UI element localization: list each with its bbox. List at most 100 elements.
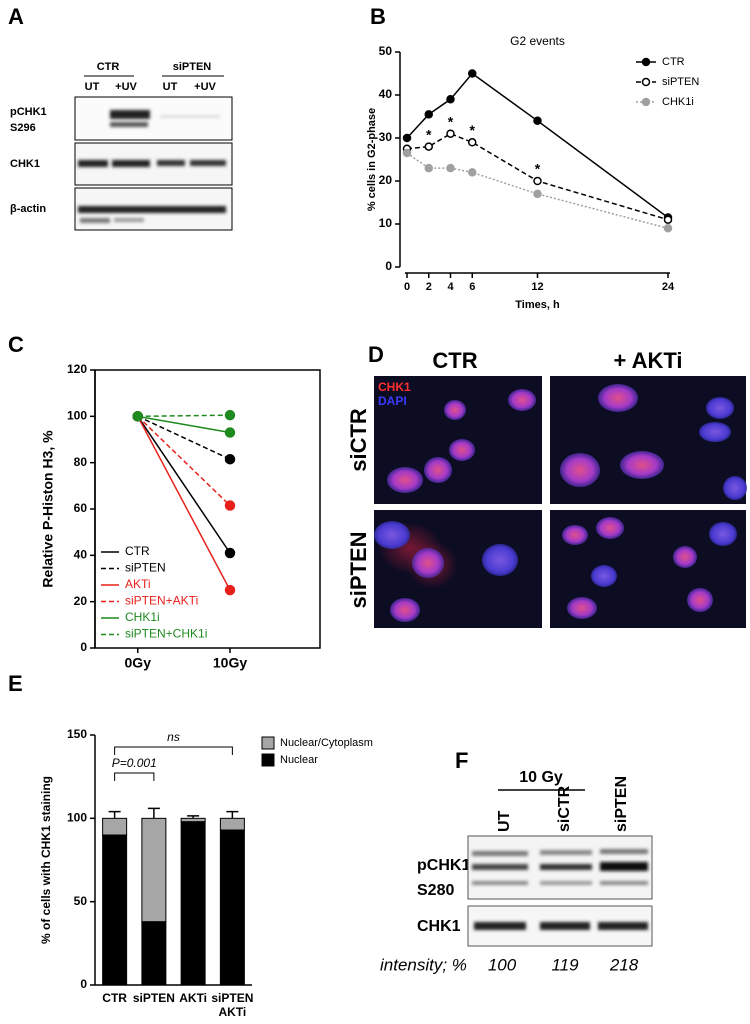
- panel-label: B: [370, 4, 386, 29]
- cell: [699, 422, 731, 442]
- bands: [472, 849, 648, 930]
- band: [540, 864, 592, 870]
- point: [533, 176, 542, 186]
- row-label: S296: [10, 122, 36, 134]
- x-tick-label: 12: [531, 281, 543, 293]
- cell: [598, 384, 638, 412]
- legend-marker: [641, 57, 651, 67]
- column-label: + AKTi: [613, 348, 682, 373]
- error-bar: [187, 815, 200, 819]
- point: [468, 138, 477, 147]
- bracket-label: P=0.001: [112, 756, 157, 770]
- y-tick-label: 80: [74, 455, 88, 469]
- point: [424, 110, 433, 119]
- cell: [562, 525, 588, 545]
- bar-segment: [102, 834, 128, 986]
- row-label: CHK1: [10, 158, 40, 170]
- legend-label: CTR: [662, 56, 685, 68]
- cell: [591, 565, 617, 587]
- x-tick-label: siPTEN: [132, 991, 175, 1005]
- band: [78, 206, 226, 213]
- legend-label: siPTEN: [125, 561, 166, 575]
- band: [160, 115, 220, 118]
- x-tick-label: siPTEN AKTi: [211, 991, 254, 1019]
- point: [533, 116, 542, 126]
- x-tick-label: 4: [447, 281, 454, 293]
- y-axis-label: Relative P-Histon H3, %: [40, 430, 56, 588]
- band: [110, 110, 150, 119]
- x-tick-label-box: CTR: [102, 991, 127, 1005]
- blot: [74, 96, 233, 141]
- x-tick-label: 2: [426, 281, 432, 293]
- row-label: S280: [417, 882, 454, 899]
- cell: [424, 457, 452, 483]
- band: [600, 862, 648, 871]
- y-axis-label: % of cells with CHK1 staining: [39, 776, 53, 944]
- point: [468, 168, 477, 177]
- band: [78, 160, 108, 167]
- legend-label: AKTi: [125, 577, 151, 591]
- lane-label: siCTR: [556, 785, 573, 832]
- band: [540, 850, 592, 855]
- x-tick-label: AKTi: [179, 991, 208, 1005]
- x-axis-label: Times, h: [515, 299, 560, 311]
- point: [224, 584, 236, 596]
- band: [110, 122, 148, 127]
- chart-title: G2 events: [510, 34, 565, 48]
- y-tick-label: 0: [80, 977, 87, 991]
- point: [446, 95, 455, 104]
- x-tick-label-box: siPTEN AKTi: [211, 991, 254, 1019]
- panel-f: F 10 Gy UT siCTR siPTEN pCHK1 S280 CHK1 …: [380, 748, 653, 974]
- cell: [508, 389, 536, 411]
- band: [540, 881, 592, 885]
- cell: [390, 598, 420, 622]
- band: [474, 922, 526, 930]
- cell: [387, 467, 423, 493]
- bar-segment: [219, 817, 245, 831]
- cell: [687, 588, 713, 612]
- series-line: [137, 415, 231, 434]
- y-tick-label: 100: [67, 409, 87, 423]
- y-tick-label: 20: [379, 173, 393, 187]
- plot-frame: [94, 369, 321, 649]
- band: [80, 218, 110, 223]
- lane-label: UT: [85, 81, 100, 93]
- panel-label: F: [455, 748, 468, 773]
- point: [663, 224, 673, 233]
- x-tick-label: CTR: [102, 991, 127, 1005]
- error-bar: [108, 810, 121, 819]
- point: [132, 411, 143, 422]
- cell: [596, 517, 624, 539]
- stain-label: CHK1: [378, 380, 411, 394]
- panel-a: A CTR siPTEN UT +UV UT +UV pCHK1 S296 CH…: [8, 4, 233, 231]
- intensity-value: 218: [609, 955, 639, 974]
- bracket-label: ns: [167, 730, 180, 744]
- panel-label: E: [8, 671, 23, 696]
- cell: [620, 451, 664, 479]
- y-tick-label: 30: [379, 130, 393, 144]
- x-tick-label: 0Gy: [125, 655, 152, 671]
- legend-label: Nuclear: [280, 754, 318, 766]
- x-tick-label: 0: [404, 281, 410, 293]
- legend-label: siPTEN: [662, 76, 699, 88]
- series-line: [137, 414, 231, 418]
- point: [224, 409, 236, 421]
- legend-label: CTR: [125, 544, 150, 558]
- legend-label: siPTEN+AKTi: [125, 594, 198, 608]
- band: [472, 851, 528, 856]
- band: [112, 160, 150, 167]
- cells: [374, 384, 747, 622]
- y-tick-label: 150: [67, 727, 87, 741]
- lane-label: +UV: [115, 81, 137, 93]
- panel-d: D CTR + AKTi siCTR siPTEN CHK1 DAPI: [346, 342, 747, 628]
- row-label: CHK1: [417, 918, 461, 935]
- panel-label: D: [368, 342, 384, 367]
- bar-segment: [180, 817, 206, 823]
- series-line: [137, 415, 231, 591]
- row-label: pCHK1: [417, 857, 470, 874]
- annotation: *: [448, 113, 454, 129]
- point: [468, 69, 477, 78]
- intensity-value: 119: [551, 955, 579, 974]
- band: [600, 849, 648, 854]
